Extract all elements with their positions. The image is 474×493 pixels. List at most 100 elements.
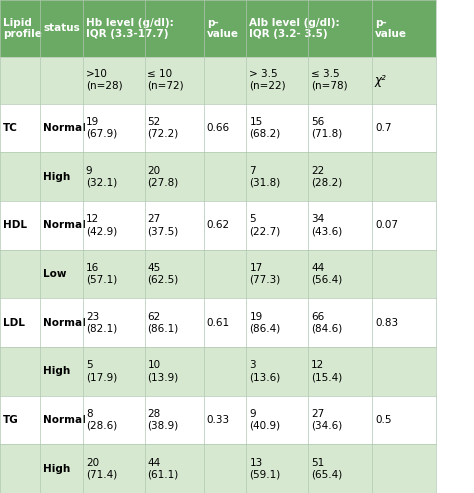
Bar [83,249,145,298]
Bar [308,444,372,493]
Text: 20
(71.4): 20 (71.4) [86,458,117,480]
Bar [204,0,246,57]
Text: 16
(57.1): 16 (57.1) [86,263,117,285]
Bar [204,395,246,444]
Text: 0.83: 0.83 [375,317,398,328]
Text: 0.62: 0.62 [207,220,230,230]
Text: 34
(43.6): 34 (43.6) [311,214,342,236]
Bar [83,104,145,152]
Text: 19
(67.9): 19 (67.9) [86,117,117,139]
Bar [0,249,40,298]
Bar [372,104,436,152]
Text: status: status [43,23,80,34]
Text: Normal: Normal [43,317,86,328]
Text: 5
(17.9): 5 (17.9) [86,360,117,382]
Text: Normal: Normal [43,220,86,230]
Bar [246,201,308,249]
Bar [204,152,246,201]
Bar [145,298,204,347]
Text: 66
(84.6): 66 (84.6) [311,312,342,333]
Bar [145,395,204,444]
Bar [0,444,40,493]
Bar [372,298,436,347]
Bar [308,347,372,395]
Text: 62
(86.1): 62 (86.1) [147,312,179,333]
Text: 44
(56.4): 44 (56.4) [311,263,342,285]
Bar [0,201,40,249]
Text: 51
(65.4): 51 (65.4) [311,458,342,480]
Text: High: High [43,366,70,376]
Bar [308,104,372,152]
Text: 13
(59.1): 13 (59.1) [249,458,281,480]
Text: 0.66: 0.66 [207,123,230,133]
Bar [40,57,83,104]
Bar [40,347,83,395]
Text: Low: Low [43,269,67,279]
Bar [0,395,40,444]
Text: TC: TC [3,123,18,133]
Bar [0,57,40,104]
Bar [372,347,436,395]
Text: 0.61: 0.61 [207,317,230,328]
Bar [308,201,372,249]
Bar [308,298,372,347]
Bar [145,444,204,493]
Bar [40,395,83,444]
Bar [372,395,436,444]
Bar [246,395,308,444]
Text: χ²: χ² [375,73,387,87]
Bar [0,104,40,152]
Bar [40,201,83,249]
Text: 23
(82.1): 23 (82.1) [86,312,117,333]
Bar [0,0,40,57]
Bar [145,104,204,152]
Bar [204,57,246,104]
Bar [0,152,40,201]
Text: 17
(77.3): 17 (77.3) [249,263,281,285]
Bar [83,152,145,201]
Bar [40,104,83,152]
Text: 5
(22.7): 5 (22.7) [249,214,281,236]
Text: ≤ 3.5
(n=78): ≤ 3.5 (n=78) [311,70,347,91]
Text: 15
(68.2): 15 (68.2) [249,117,281,139]
Text: LDL: LDL [3,317,25,328]
Bar [83,395,145,444]
Text: 0.07: 0.07 [375,220,398,230]
Text: Hb level (g/dl):
IQR (3.3-17.7): Hb level (g/dl): IQR (3.3-17.7) [86,18,173,39]
Bar [40,444,83,493]
Text: 22
(28.2): 22 (28.2) [311,166,342,187]
Text: p-
value: p- value [207,18,239,39]
Bar [204,347,246,395]
Bar [40,0,83,57]
Bar [246,249,308,298]
Text: p-
value: p- value [375,18,407,39]
Text: 12
(42.9): 12 (42.9) [86,214,117,236]
Bar [145,0,204,57]
Text: 20
(27.8): 20 (27.8) [147,166,179,187]
Text: 27
(34.6): 27 (34.6) [311,409,342,431]
Bar [83,347,145,395]
Bar [40,152,83,201]
Text: 12
(15.4): 12 (15.4) [311,360,342,382]
Bar [246,0,308,57]
Text: 9
(40.9): 9 (40.9) [249,409,281,431]
Bar [204,104,246,152]
Bar [308,395,372,444]
Bar [246,347,308,395]
Bar [372,0,436,57]
Bar [40,298,83,347]
Bar [246,57,308,104]
Bar [83,57,145,104]
Text: TG: TG [3,415,18,425]
Bar [83,0,145,57]
Text: >10
(n=28): >10 (n=28) [86,70,122,91]
Bar [204,444,246,493]
Bar [372,57,436,104]
Bar [308,152,372,201]
Text: 45
(62.5): 45 (62.5) [147,263,179,285]
Text: Lipid
profile: Lipid profile [3,18,42,39]
Text: Alb level (g/dl):
IQR (3.2- 3.5): Alb level (g/dl): IQR (3.2- 3.5) [249,18,340,39]
Bar [246,444,308,493]
Text: ≤ 10
(n=72): ≤ 10 (n=72) [147,70,184,91]
Text: HDL: HDL [3,220,27,230]
